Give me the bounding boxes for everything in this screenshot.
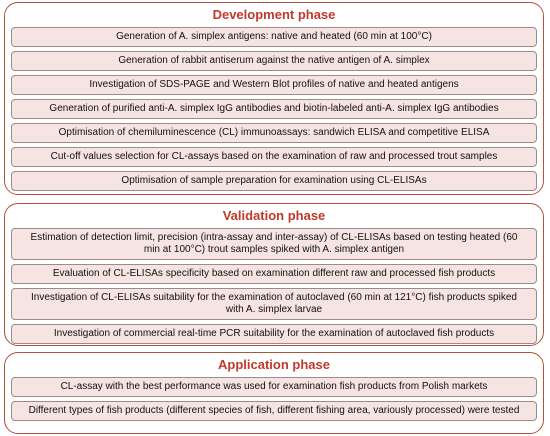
step-box: Optimisation of chemiluminescence (CL) i… [11, 123, 537, 143]
step-box: Investigation of CL-ELISAs suitability f… [11, 288, 537, 320]
step-box: Generation of purified anti-A. simplex I… [11, 99, 537, 119]
step-box: Investigation of commercial real-time PC… [11, 324, 537, 344]
step-box: Cut-off values selection for CL-assays b… [11, 147, 537, 167]
phase-title: Validation phase [222, 208, 326, 223]
step-box: Different types of fish products (differ… [11, 401, 537, 421]
step-box: Generation of rabbit antiserum against t… [11, 51, 537, 71]
phase-box: Development phase Generation of A. simple… [4, 2, 544, 195]
step-box: Evaluation of CL-ELISAs specificity base… [11, 264, 537, 284]
step-box: Investigation of SDS-PAGE and Western Bl… [11, 75, 537, 95]
phase-box: Application phase CL-assay with the best … [4, 352, 544, 434]
phase-title: Development phase [212, 7, 336, 22]
phase-box: Validation phase Estimation of detection … [4, 203, 544, 346]
step-box: Generation of A. simplex antigens: nativ… [11, 27, 537, 47]
step-box: CL-assay with the best performance was u… [11, 377, 537, 397]
phase-title: Application phase [218, 357, 330, 372]
step-box: Estimation of detection limit, precision… [11, 228, 537, 260]
step-box: Optimisation of sample preparation for e… [11, 171, 537, 191]
